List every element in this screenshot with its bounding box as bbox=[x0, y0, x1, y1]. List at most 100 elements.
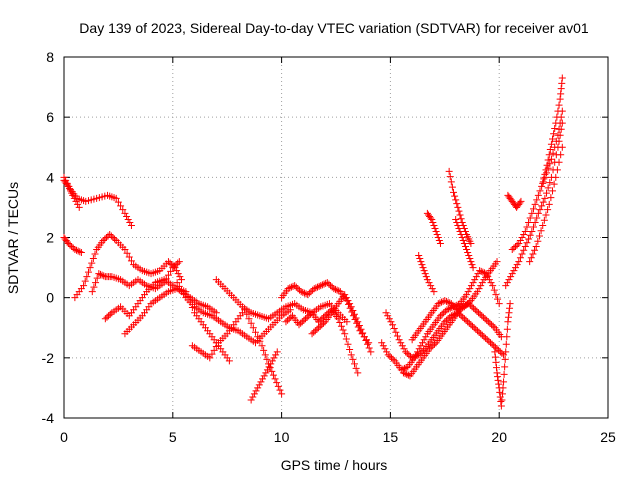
data-point bbox=[93, 274, 101, 282]
data-point bbox=[260, 372, 268, 380]
data-point bbox=[103, 313, 111, 321]
data-point bbox=[106, 310, 114, 318]
data-point bbox=[389, 355, 397, 363]
data-point bbox=[473, 327, 481, 335]
data-point bbox=[520, 230, 528, 238]
data-point bbox=[378, 339, 386, 347]
data-point bbox=[467, 321, 475, 329]
data-point bbox=[270, 354, 278, 362]
series-track-m bbox=[282, 306, 362, 377]
data-point bbox=[455, 224, 463, 232]
data-point bbox=[416, 349, 424, 357]
data-point bbox=[286, 284, 294, 292]
data-point bbox=[453, 200, 461, 208]
data-point bbox=[544, 184, 552, 192]
data-point bbox=[471, 276, 479, 284]
data-point bbox=[442, 297, 450, 305]
data-point bbox=[325, 280, 333, 288]
data-point bbox=[461, 243, 469, 251]
data-point bbox=[417, 258, 425, 266]
data-point bbox=[418, 339, 426, 347]
y-tick-label: 4 bbox=[46, 169, 54, 185]
data-point bbox=[354, 318, 362, 326]
data-point bbox=[77, 249, 85, 257]
data-point bbox=[477, 267, 485, 275]
data-point bbox=[521, 227, 529, 235]
data-point bbox=[498, 396, 506, 404]
data-point bbox=[525, 218, 533, 226]
data-point bbox=[430, 340, 438, 348]
data-point bbox=[308, 330, 316, 338]
data-point bbox=[489, 322, 497, 330]
data-point bbox=[502, 340, 510, 348]
data-point bbox=[476, 310, 484, 318]
data-point bbox=[124, 215, 132, 223]
data-point bbox=[504, 318, 512, 326]
data-point bbox=[352, 314, 360, 322]
data-point bbox=[491, 343, 499, 351]
data-point bbox=[482, 334, 490, 342]
data-point bbox=[117, 202, 125, 210]
data-point bbox=[428, 285, 436, 293]
data-point bbox=[402, 364, 410, 372]
series-track-c bbox=[60, 234, 85, 257]
data-point bbox=[335, 287, 343, 295]
data-point bbox=[88, 259, 96, 267]
data-point bbox=[531, 246, 539, 254]
data-point bbox=[112, 194, 120, 202]
data-point bbox=[528, 209, 536, 217]
data-point bbox=[508, 270, 516, 278]
series-track-v bbox=[452, 215, 477, 272]
data-point bbox=[550, 180, 558, 188]
x-tick-label: 25 bbox=[600, 429, 616, 445]
data-point bbox=[164, 271, 172, 279]
data-point bbox=[505, 276, 513, 284]
data-point bbox=[101, 235, 109, 243]
data-point bbox=[495, 346, 503, 354]
data-point bbox=[384, 312, 392, 320]
data-point bbox=[477, 330, 485, 338]
data-point bbox=[408, 354, 416, 362]
data-point bbox=[552, 137, 560, 145]
data-point bbox=[488, 340, 496, 348]
data-point bbox=[400, 345, 408, 353]
data-point bbox=[175, 258, 183, 266]
chart-title: Day 139 of 2023, Sidereal Day-to-day VTE… bbox=[79, 20, 589, 36]
data-point bbox=[317, 282, 325, 290]
data-point bbox=[456, 211, 464, 219]
data-point bbox=[542, 211, 550, 219]
data-point bbox=[478, 331, 486, 339]
data-point bbox=[256, 337, 264, 345]
data-point bbox=[313, 325, 321, 333]
data-points bbox=[60, 74, 566, 410]
data-point bbox=[471, 306, 479, 314]
data-point bbox=[212, 309, 220, 317]
data-point bbox=[478, 312, 486, 320]
data-point bbox=[393, 332, 401, 340]
series-track-j bbox=[212, 276, 351, 326]
data-point bbox=[539, 178, 547, 186]
data-point bbox=[489, 282, 497, 290]
data-point bbox=[557, 151, 565, 159]
data-point bbox=[349, 306, 357, 314]
data-point bbox=[344, 340, 352, 348]
data-point bbox=[315, 324, 323, 332]
data-point bbox=[434, 234, 442, 241]
data-point bbox=[497, 402, 505, 410]
data-point bbox=[457, 230, 465, 238]
data-point bbox=[114, 198, 122, 206]
data-point bbox=[518, 234, 526, 241]
data-point bbox=[387, 318, 395, 326]
data-point bbox=[466, 285, 474, 293]
data-point bbox=[436, 240, 444, 248]
data-point bbox=[350, 360, 358, 368]
data-point bbox=[342, 294, 350, 302]
data-point bbox=[267, 360, 275, 368]
data-point bbox=[464, 318, 472, 326]
data-point bbox=[294, 285, 302, 293]
data-point bbox=[180, 290, 188, 298]
series-track-t bbox=[423, 209, 444, 248]
data-point bbox=[121, 246, 129, 254]
data-point bbox=[422, 273, 430, 281]
data-point bbox=[517, 197, 525, 205]
